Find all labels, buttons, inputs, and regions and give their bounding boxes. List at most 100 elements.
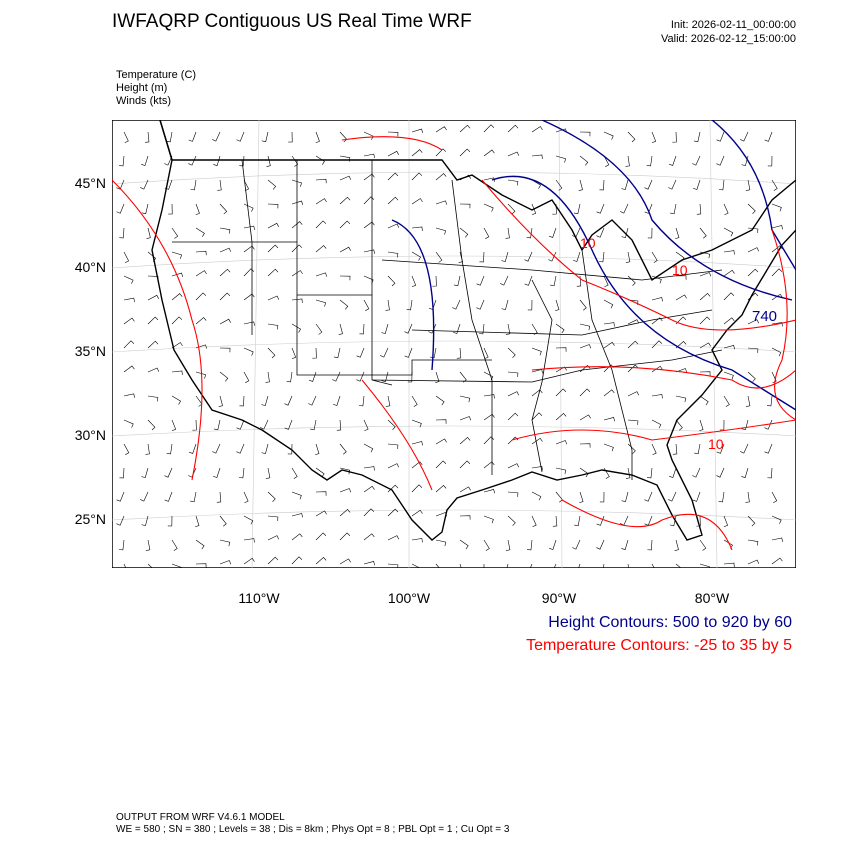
wind-barb — [315, 491, 327, 496]
wind-barb — [338, 323, 343, 335]
wind-barb — [579, 131, 591, 137]
wind-barb — [579, 299, 587, 311]
wind-barb — [267, 556, 279, 565]
wind-barb — [291, 298, 303, 304]
wind-barb — [646, 467, 653, 479]
wind-barb — [621, 539, 629, 550]
wind-barb — [507, 347, 516, 358]
wind-barb — [219, 515, 227, 527]
wind-barb — [238, 467, 245, 479]
wind-barb — [651, 317, 663, 325]
wind-barb — [435, 227, 446, 235]
wind-barb — [265, 467, 271, 479]
wind-barb — [291, 155, 299, 167]
wind-barb — [672, 131, 677, 143]
wind-barb — [171, 419, 177, 432]
wind-barb — [141, 467, 149, 478]
wind-barb — [699, 395, 709, 406]
wind-barb — [555, 155, 566, 163]
lat-label: 25°N — [74, 511, 106, 527]
wind-barb — [267, 268, 279, 277]
wind-barb — [166, 443, 173, 455]
wind-barb — [219, 203, 228, 215]
wind-barb — [116, 491, 125, 502]
wind-barb — [716, 131, 725, 142]
wind-barb — [123, 563, 127, 568]
wind-barb — [188, 443, 197, 454]
wind-barb — [596, 203, 605, 214]
wind-barb — [692, 155, 701, 166]
wind-barb — [363, 533, 375, 541]
wind-barb — [723, 371, 734, 380]
wind-barb — [123, 317, 135, 325]
field-temperature: Temperature (C) — [116, 69, 197, 81]
wind-barb — [621, 227, 629, 239]
wind-barb — [500, 275, 509, 286]
wind-barb — [261, 443, 269, 455]
wind-barb — [118, 539, 125, 551]
wind-barb — [771, 371, 777, 384]
wind-barb — [339, 196, 351, 205]
wind-barb — [164, 467, 173, 478]
wind-barb — [771, 245, 783, 253]
lat-label: 40°N — [74, 259, 106, 275]
wind-barb — [171, 316, 183, 325]
wind-barb — [147, 316, 159, 325]
wind-barb — [740, 131, 749, 142]
wind-barb — [411, 461, 423, 469]
wind-barb — [644, 179, 653, 190]
wind-barb — [627, 275, 636, 286]
wind-barb — [459, 227, 469, 238]
wind-barb — [579, 388, 591, 397]
wind-barb — [668, 491, 677, 502]
contour-label-temperature: 10 — [708, 436, 724, 452]
wind-barb — [771, 537, 783, 542]
wind-barb — [219, 539, 231, 547]
wind-barb — [267, 222, 279, 229]
wind-barb — [723, 345, 735, 350]
wind-barb — [625, 467, 631, 479]
wind-barb — [363, 249, 375, 254]
wind-barb — [675, 227, 680, 240]
wind-barb — [123, 131, 129, 144]
wind-barb — [651, 131, 657, 144]
wind-barb — [339, 508, 351, 517]
wind-barb — [339, 532, 351, 541]
wind-barb — [243, 538, 255, 543]
wind-barb — [675, 316, 687, 325]
wind-barb — [315, 131, 320, 144]
wind-barb — [284, 395, 293, 406]
wind-barb — [387, 150, 399, 157]
wind-barb — [483, 124, 495, 133]
wind-barb — [363, 131, 374, 140]
wind-barb — [696, 515, 701, 527]
wind-barb — [723, 203, 729, 216]
wind-barbs — [116, 124, 783, 568]
wind-barb — [553, 563, 557, 568]
wind-barb — [507, 371, 519, 377]
wind-barb — [411, 251, 421, 261]
wind-barb — [363, 153, 375, 159]
wind-barb — [219, 371, 229, 382]
wind-barb — [501, 299, 509, 311]
wind-barb — [651, 563, 655, 568]
wind-barb — [505, 227, 510, 239]
state-boundaries — [172, 159, 723, 480]
wind-barb — [627, 364, 639, 373]
wind-barb — [284, 419, 293, 430]
wind-barb — [236, 419, 245, 430]
wind-barb — [627, 340, 639, 349]
wind-barb — [166, 131, 173, 143]
wind-barb — [555, 366, 567, 373]
wind-barb — [579, 155, 589, 166]
wind-barb — [668, 155, 677, 166]
wind-barb — [171, 251, 182, 259]
wind-barb — [359, 323, 365, 335]
wind-barb — [505, 539, 511, 551]
wind-barb — [288, 131, 293, 143]
wind-barb — [452, 323, 461, 334]
wind-barb — [212, 443, 221, 454]
wind-barb — [647, 227, 653, 239]
wind-barb — [555, 412, 567, 421]
wind-barb — [243, 557, 255, 565]
